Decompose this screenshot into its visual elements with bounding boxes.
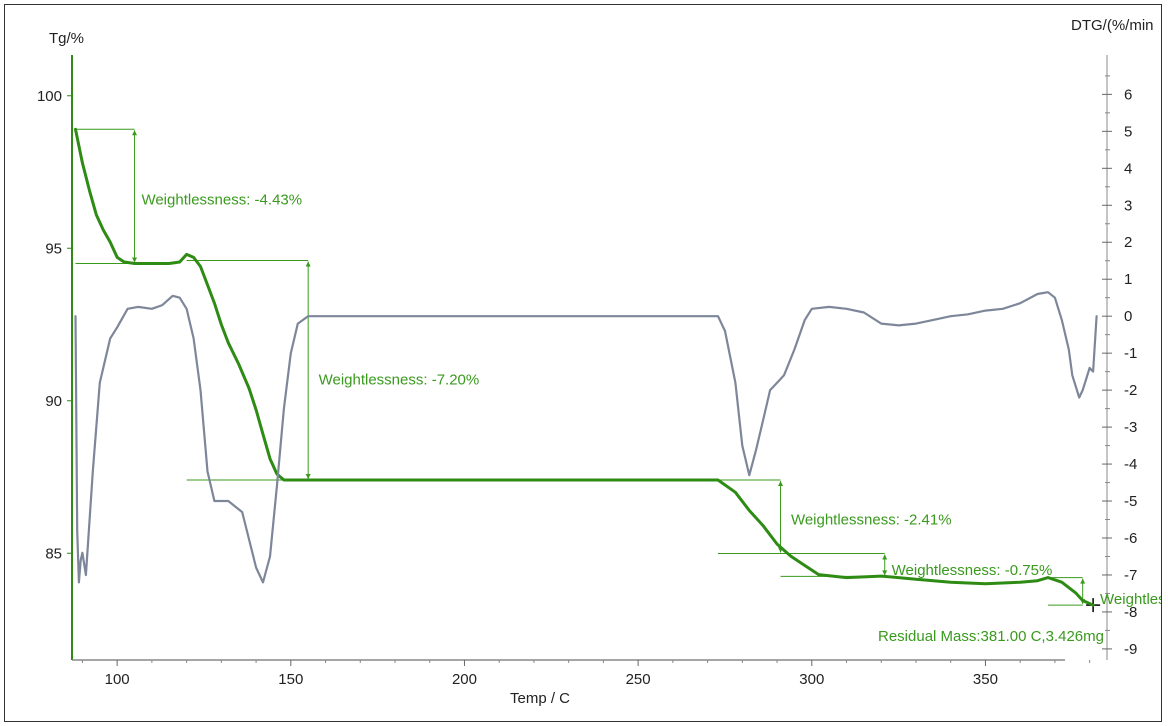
annotation-label: Weightlessness: -2.41% bbox=[791, 512, 952, 529]
y-right-tick-label: 3 bbox=[1124, 197, 1132, 214]
annotation-arrowhead-top bbox=[882, 554, 888, 560]
y-right-tick-label: 6 bbox=[1124, 86, 1132, 103]
y-axis-left-label: Tg/% bbox=[49, 30, 84, 47]
x-tick-label: 350 bbox=[973, 671, 998, 688]
y-right-tick-label: -1 bbox=[1124, 345, 1137, 362]
annotation-label: Weightlessness: -0.75% bbox=[892, 562, 1053, 579]
y-right-tick-label: 1 bbox=[1124, 271, 1132, 288]
x-tick-label: 200 bbox=[452, 671, 477, 688]
y-right-tick-label: 5 bbox=[1124, 123, 1132, 140]
x-tick-label: 300 bbox=[799, 671, 824, 688]
x-axis-label: Temp / C bbox=[510, 690, 570, 707]
y-right-tick-label: 0 bbox=[1124, 308, 1132, 325]
y-right-tick-label: -8 bbox=[1124, 604, 1137, 621]
y-left-tick-label: 85 bbox=[45, 545, 62, 562]
axis-labels: Tg/% DTG/(%/min Temp / C bbox=[49, 17, 1154, 707]
annotations: Weightlessness: -4.43% Weightlessness: -7… bbox=[75, 128, 1162, 645]
annotation-arrowhead-top bbox=[132, 130, 138, 136]
annotation-arrowhead-top bbox=[778, 481, 784, 487]
axes: 100 150 200 250 300 350 85 90 95 100 6 5 4 3 2 1 0 -1 -2 -3… bbox=[37, 55, 1137, 688]
y-axis-right-label: DTG/(%/min bbox=[1071, 17, 1154, 34]
y-right-tick-label: -4 bbox=[1124, 456, 1137, 473]
y-right-tick-label: -7 bbox=[1124, 567, 1137, 584]
annotation-arrowhead-bottom bbox=[305, 474, 311, 480]
annotation-arrowhead-top bbox=[1080, 578, 1086, 584]
x-tick-label: 150 bbox=[278, 671, 303, 688]
annotation-arrowhead-bottom bbox=[882, 570, 888, 576]
y-right-tick-label: -3 bbox=[1124, 419, 1137, 436]
annotation-label: Weightlessness: -7.20% bbox=[319, 371, 480, 388]
series-lines bbox=[74, 127, 1098, 607]
y-right-tick-label: 4 bbox=[1124, 160, 1132, 177]
tg-series-line bbox=[74, 127, 1095, 607]
annotation-arrowhead-top bbox=[305, 261, 311, 267]
y-right-tick-label: -6 bbox=[1124, 530, 1137, 547]
y-right-tick-label: -2 bbox=[1124, 382, 1137, 399]
residual-mass-label: Residual Mass:381.00 C,3.426mg bbox=[878, 628, 1104, 645]
y-right-tick-label: 2 bbox=[1124, 234, 1132, 251]
annotation-arrowhead-bottom bbox=[132, 257, 138, 263]
annotation-label: Weightlessness: -4.43% bbox=[141, 191, 302, 208]
y-right-tick-label: -9 bbox=[1124, 641, 1137, 658]
annotation-label: Weightlessness: -0.95% bbox=[1100, 591, 1162, 608]
y-right-tick-label: -5 bbox=[1124, 493, 1137, 510]
y-left-tick-label: 95 bbox=[45, 240, 62, 257]
tga-dtg-chart: 100 150 200 250 300 350 85 90 95 100 6 5 4 3 2 1 0 -1 -2 -3… bbox=[37, 17, 1162, 707]
y-left-tick-label: 90 bbox=[45, 393, 62, 410]
x-tick-label: 100 bbox=[105, 671, 130, 688]
x-tick-label: 250 bbox=[626, 671, 651, 688]
y-left-tick-label: 100 bbox=[37, 88, 62, 105]
chart-frame: 100 150 200 250 300 350 85 90 95 100 6 5 4 3 2 1 0 -1 -2 -3… bbox=[4, 4, 1162, 722]
dtg-series-line bbox=[74, 291, 1098, 584]
